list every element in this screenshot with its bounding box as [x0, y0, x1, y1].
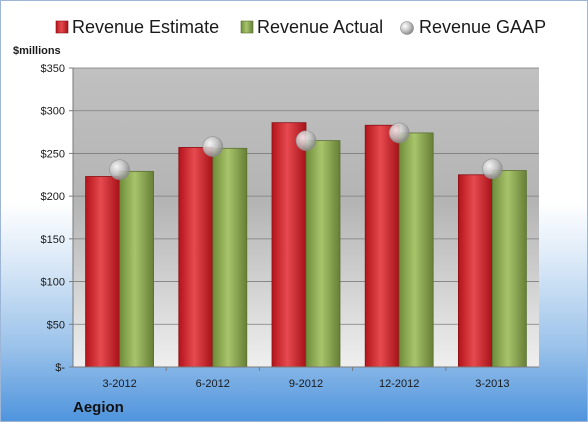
legend-marker-revenue-gaap [400, 21, 414, 35]
y-axis-unit-label: $millions [13, 45, 61, 57]
x-tick-labels: 3-2012 6-2012 9-2012 12-2012 3-2013 [102, 367, 510, 390]
legend-swatch-revenue-estimate [55, 20, 69, 34]
bar-revenue-actual [305, 140, 341, 368]
x-tick-label: 3-2013 [475, 378, 509, 390]
bar-revenue-estimate [85, 176, 120, 368]
bar-revenue-estimate [178, 147, 214, 368]
y-tick-label: $- [55, 362, 65, 374]
legend-label-revenue-actual: Revenue Actual [257, 17, 383, 37]
bar-revenue-actual [398, 132, 434, 368]
legend: Revenue Estimate Revenue Actual Revenue … [55, 17, 546, 37]
gaap-marker [295, 130, 317, 151]
legend-label-revenue-estimate: Revenue Estimate [72, 17, 219, 37]
legend-item-revenue-gaap: Revenue GAAP [400, 17, 546, 37]
bar-revenue-estimate [457, 174, 493, 368]
bar-revenue-estimate [271, 122, 307, 368]
gaap-marker [202, 136, 224, 157]
legend-swatch-revenue-actual [240, 20, 254, 34]
gaap-marker [388, 122, 410, 144]
y-tick-labels: $- $50 $100 $150 $200 $250 $300 $350 [41, 63, 73, 374]
y-tick-label: $200 [41, 191, 65, 203]
bar-revenue-actual [119, 170, 154, 368]
gaap-marker [109, 159, 130, 180]
gaap-marker [482, 158, 503, 180]
x-tick-label: 3-2012 [102, 378, 136, 390]
y-tick-label: $100 [41, 277, 65, 289]
y-tick-label: $50 [47, 319, 65, 331]
legend-item-revenue-actual: Revenue Actual [240, 17, 383, 37]
x-tick-label: 9-2012 [289, 378, 323, 390]
y-tick-label: $350 [41, 63, 65, 75]
bar-revenue-actual [491, 170, 527, 368]
legend-label-revenue-gaap: Revenue GAAP [419, 17, 546, 37]
x-tick-label: 6-2012 [196, 378, 230, 390]
gaap-markers [109, 122, 503, 180]
legend-item-revenue-estimate: Revenue Estimate [55, 17, 219, 37]
bar-revenue-actual [212, 147, 248, 368]
x-tick-label: 12-2012 [379, 378, 419, 390]
y-tick-label: $300 [41, 106, 65, 118]
bar-revenue-estimate [364, 124, 400, 368]
company-name: Aegion [73, 399, 124, 416]
y-tick-label: $150 [41, 234, 65, 246]
y-tick-label: $250 [41, 148, 65, 160]
